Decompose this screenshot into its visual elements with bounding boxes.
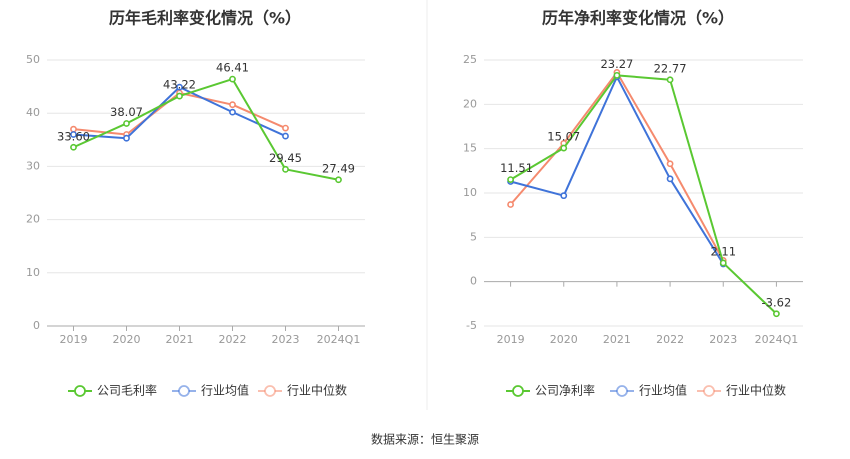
- data-point: [70, 131, 77, 138]
- legend-item-company[interactable]: 公司毛利率: [68, 383, 157, 398]
- legend-item-industry-avg[interactable]: 行业均值: [610, 383, 687, 398]
- data-label: 38.07: [110, 105, 143, 119]
- data-point: [176, 83, 183, 91]
- data-point: [773, 310, 780, 318]
- y-tick-label: 5: [470, 230, 477, 243]
- data-label: -3.62: [762, 295, 792, 309]
- data-point: [507, 201, 514, 208]
- data-point: [560, 144, 568, 152]
- legend-item-industry-avg[interactable]: 行业均值: [172, 383, 249, 398]
- legend-item-industry-median[interactable]: 行业中位数: [258, 383, 347, 398]
- data-point: [666, 76, 674, 84]
- legend-label: 公司净利率: [535, 383, 595, 398]
- legend-marker-icon: [178, 385, 190, 397]
- y-tick-label: 40: [26, 106, 40, 119]
- data-point: [229, 101, 236, 109]
- chart-panel-2: 历年净利率变化情况（%） -5 0 5 10 15 20 25 2019 2020 2021 2022…: [463, 9, 803, 398]
- x-tick-label: 2022: [219, 333, 247, 346]
- x-tick-label: 2021: [603, 333, 631, 346]
- series-line: [510, 75, 725, 265]
- data-point: [282, 132, 289, 140]
- x-tick-label: 2023: [709, 333, 737, 346]
- x-tick-label: 2024Q1: [755, 333, 799, 346]
- y-tick-label: 0: [470, 275, 477, 288]
- legend-label: 行业均值: [639, 383, 687, 398]
- x-tick-label: 2020: [113, 333, 141, 346]
- legend-item-company[interactable]: 公司净利率: [506, 383, 595, 398]
- series-line: [509, 71, 725, 261]
- series-line: [510, 74, 778, 315]
- chart-title: 历年净利率变化情况（%）: [542, 9, 734, 28]
- y-tick-label: 20: [26, 213, 40, 226]
- data-label: 22.77: [654, 61, 687, 75]
- legend-marker-icon: [616, 385, 628, 397]
- x-tick-label: 2021: [166, 333, 194, 346]
- legend-label: 行业均值: [201, 383, 249, 398]
- legend-marker-icon: [264, 385, 276, 397]
- data-point: [613, 71, 621, 79]
- data-point: [282, 124, 289, 132]
- data-point: [70, 143, 77, 151]
- data-label: 33.60: [57, 130, 90, 144]
- chart-title: 历年毛利率变化情况（%）: [109, 9, 301, 28]
- legend-label: 公司毛利率: [97, 383, 157, 398]
- x-tick-label: 2020: [550, 333, 578, 346]
- data-point: [123, 134, 130, 142]
- data-label: 27.49: [322, 161, 355, 175]
- legend-marker-icon: [703, 385, 715, 397]
- y-tick-label: -5: [466, 319, 477, 332]
- data-label: 15.07: [547, 130, 580, 144]
- data-point: [229, 108, 236, 116]
- legend-label: 行业中位数: [726, 383, 786, 398]
- data-point: [507, 176, 514, 184]
- series-company: [507, 71, 780, 318]
- y-tick-label: 0: [33, 319, 40, 332]
- x-tick-label: 2019: [497, 333, 525, 346]
- data-point: [719, 259, 727, 267]
- x-tick-label: 2024Q1: [317, 333, 361, 346]
- legend-label: 行业中位数: [287, 383, 347, 398]
- chart-panel-1: 历年毛利率变化情况（%） 0 10 20 30 40 50 2019 2020 2021 2022 2…: [26, 9, 365, 398]
- y-tick-label: 50: [26, 53, 40, 66]
- y-tick-label: 30: [26, 159, 40, 172]
- y-tick-label: 25: [463, 53, 477, 66]
- series-company: [70, 75, 342, 184]
- data-label: 23.27: [600, 57, 633, 71]
- data-label: 2.11: [710, 244, 736, 258]
- data-point: [666, 160, 674, 168]
- data-point: [666, 175, 674, 183]
- y-tick-label: 10: [463, 186, 477, 199]
- series-industry-median: [507, 69, 727, 264]
- legend-item-industry-median[interactable]: 行业中位数: [697, 383, 786, 398]
- data-point: [335, 176, 342, 184]
- data-label: 29.45: [269, 151, 302, 165]
- data-label: 43.22: [163, 78, 196, 92]
- legend-marker-icon: [512, 385, 524, 397]
- data-point: [282, 165, 289, 173]
- data-point: [560, 192, 568, 200]
- y-tick-label: 10: [26, 266, 40, 279]
- series-industry-avg: [70, 83, 289, 142]
- x-tick-label: 2019: [60, 333, 88, 346]
- series-line: [73, 78, 339, 181]
- x-tick-label: 2023: [272, 333, 300, 346]
- y-tick-label: 15: [463, 142, 477, 155]
- source-note: 数据来源：恒生聚源: [371, 432, 479, 447]
- data-point: [229, 75, 236, 83]
- data-label: 11.51: [500, 161, 533, 175]
- data-point: [176, 92, 183, 100]
- y-tick-label: 20: [463, 97, 477, 110]
- legend-marker-icon: [74, 385, 86, 397]
- x-tick-label: 2022: [656, 333, 684, 346]
- data-label: 46.41: [216, 61, 249, 75]
- data-point: [123, 120, 130, 127]
